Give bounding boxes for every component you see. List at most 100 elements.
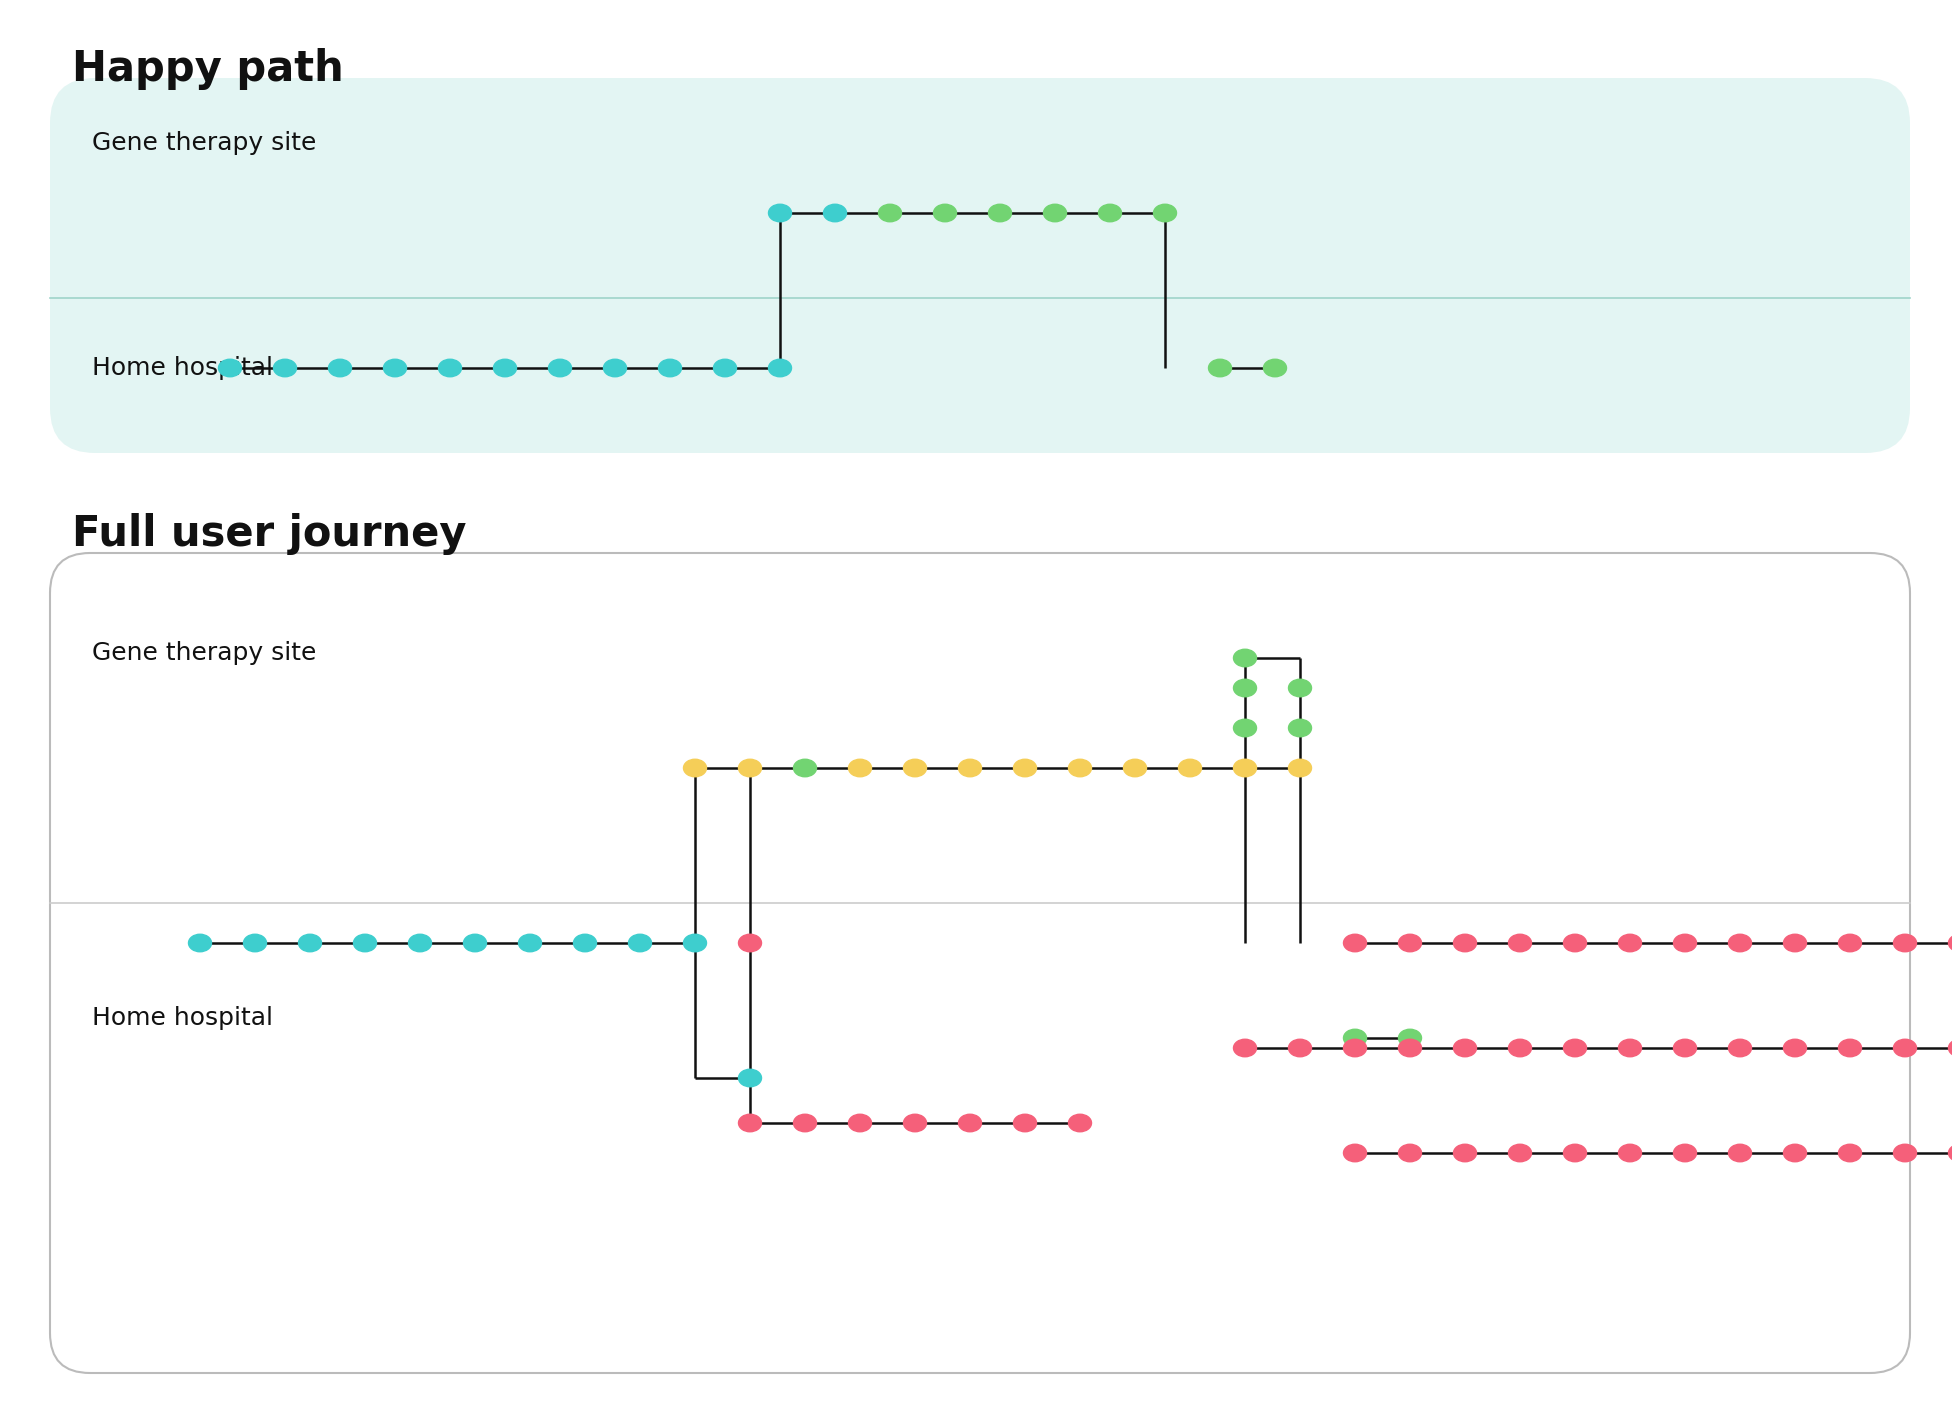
Ellipse shape xyxy=(849,1114,871,1132)
Ellipse shape xyxy=(439,359,461,377)
Ellipse shape xyxy=(1509,1145,1532,1162)
Text: Home hospital: Home hospital xyxy=(92,1006,273,1030)
Ellipse shape xyxy=(1099,205,1122,222)
Ellipse shape xyxy=(738,1114,761,1132)
Ellipse shape xyxy=(1398,1040,1421,1056)
Ellipse shape xyxy=(958,1114,982,1132)
Ellipse shape xyxy=(769,205,791,222)
Ellipse shape xyxy=(1288,759,1312,777)
Ellipse shape xyxy=(1564,1145,1587,1162)
Ellipse shape xyxy=(1454,934,1476,951)
Ellipse shape xyxy=(1784,934,1806,951)
Ellipse shape xyxy=(1208,359,1232,377)
Ellipse shape xyxy=(1454,1040,1476,1056)
Ellipse shape xyxy=(1784,1040,1806,1056)
Text: Gene therapy site: Gene therapy site xyxy=(92,641,316,665)
Ellipse shape xyxy=(1179,759,1202,777)
Ellipse shape xyxy=(1673,1145,1696,1162)
Ellipse shape xyxy=(1013,759,1037,777)
Ellipse shape xyxy=(683,759,707,777)
Ellipse shape xyxy=(273,359,297,377)
Ellipse shape xyxy=(1263,359,1286,377)
Ellipse shape xyxy=(1343,1040,1366,1056)
Ellipse shape xyxy=(1068,1114,1091,1132)
Text: Home hospital: Home hospital xyxy=(92,356,273,380)
Ellipse shape xyxy=(1893,1145,1917,1162)
Ellipse shape xyxy=(658,359,681,377)
Ellipse shape xyxy=(769,359,791,377)
FancyBboxPatch shape xyxy=(51,553,1909,1374)
Ellipse shape xyxy=(738,934,761,951)
Ellipse shape xyxy=(574,934,597,951)
Ellipse shape xyxy=(1618,934,1642,951)
Ellipse shape xyxy=(1839,1145,1862,1162)
Text: Happy path: Happy path xyxy=(72,48,344,90)
Ellipse shape xyxy=(494,359,517,377)
Ellipse shape xyxy=(1154,205,1177,222)
Ellipse shape xyxy=(353,934,377,951)
Ellipse shape xyxy=(988,205,1011,222)
Ellipse shape xyxy=(1673,934,1696,951)
Ellipse shape xyxy=(794,759,816,777)
Ellipse shape xyxy=(958,759,982,777)
Ellipse shape xyxy=(1234,679,1257,697)
Ellipse shape xyxy=(1948,1040,1952,1056)
Ellipse shape xyxy=(738,759,761,777)
Ellipse shape xyxy=(1454,1145,1476,1162)
Ellipse shape xyxy=(1343,1145,1366,1162)
Ellipse shape xyxy=(1948,934,1952,951)
Ellipse shape xyxy=(1068,759,1091,777)
Ellipse shape xyxy=(1729,1040,1751,1056)
Ellipse shape xyxy=(904,1114,927,1132)
Ellipse shape xyxy=(1948,1145,1952,1162)
Ellipse shape xyxy=(714,359,736,377)
Ellipse shape xyxy=(1288,720,1312,737)
Ellipse shape xyxy=(1343,1030,1366,1047)
Ellipse shape xyxy=(549,359,572,377)
Ellipse shape xyxy=(603,359,627,377)
Ellipse shape xyxy=(299,934,322,951)
Ellipse shape xyxy=(1343,934,1366,951)
Ellipse shape xyxy=(1124,759,1146,777)
Ellipse shape xyxy=(1729,934,1751,951)
Ellipse shape xyxy=(408,934,431,951)
Ellipse shape xyxy=(1839,934,1862,951)
Ellipse shape xyxy=(849,759,871,777)
Ellipse shape xyxy=(1618,1145,1642,1162)
Ellipse shape xyxy=(1234,720,1257,737)
Ellipse shape xyxy=(1288,679,1312,697)
Ellipse shape xyxy=(1288,1040,1312,1056)
Ellipse shape xyxy=(904,759,927,777)
Ellipse shape xyxy=(1044,205,1066,222)
Ellipse shape xyxy=(219,359,242,377)
Ellipse shape xyxy=(1893,934,1917,951)
Ellipse shape xyxy=(244,934,267,951)
Ellipse shape xyxy=(1618,1040,1642,1056)
FancyBboxPatch shape xyxy=(51,79,1909,453)
Ellipse shape xyxy=(738,1069,761,1087)
Ellipse shape xyxy=(629,934,652,951)
Ellipse shape xyxy=(1398,934,1421,951)
Ellipse shape xyxy=(189,934,211,951)
Text: Gene therapy site: Gene therapy site xyxy=(92,130,316,154)
Ellipse shape xyxy=(1784,1145,1806,1162)
Ellipse shape xyxy=(1398,1030,1421,1047)
Ellipse shape xyxy=(1398,1145,1421,1162)
Ellipse shape xyxy=(794,1114,816,1132)
Ellipse shape xyxy=(383,359,406,377)
Ellipse shape xyxy=(1839,1040,1862,1056)
Ellipse shape xyxy=(1234,650,1257,666)
Ellipse shape xyxy=(1509,1040,1532,1056)
Ellipse shape xyxy=(1729,1145,1751,1162)
Ellipse shape xyxy=(1564,934,1587,951)
Ellipse shape xyxy=(1234,759,1257,777)
Ellipse shape xyxy=(1509,934,1532,951)
Ellipse shape xyxy=(519,934,541,951)
Ellipse shape xyxy=(683,934,707,951)
Ellipse shape xyxy=(1893,1040,1917,1056)
Ellipse shape xyxy=(1234,1040,1257,1056)
Ellipse shape xyxy=(878,205,902,222)
Ellipse shape xyxy=(1673,1040,1696,1056)
Ellipse shape xyxy=(933,205,956,222)
Ellipse shape xyxy=(463,934,486,951)
